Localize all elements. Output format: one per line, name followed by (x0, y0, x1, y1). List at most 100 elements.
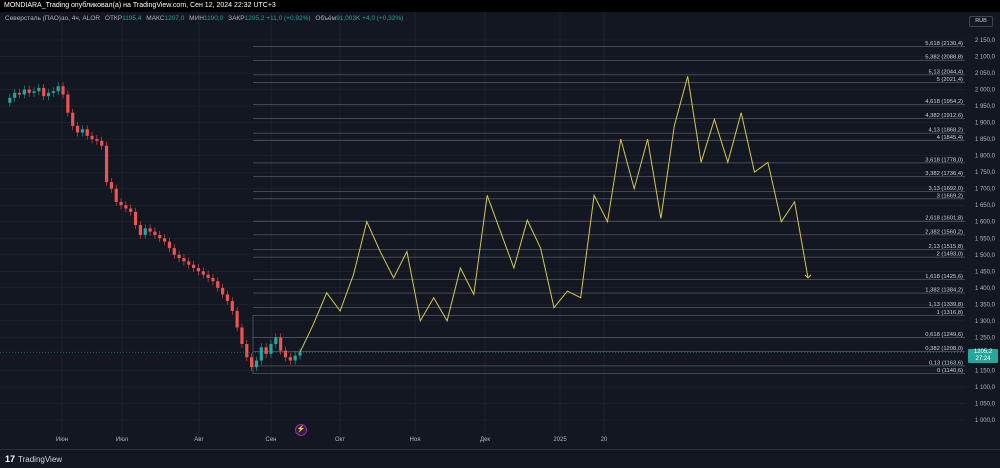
candle-body (259, 347, 263, 361)
x-axis-label: Окт (335, 437, 345, 443)
current-price: 1205,2 (973, 349, 993, 355)
candle-body (56, 86, 60, 92)
fib-level-label: 1,618 (1425,6) (925, 274, 963, 280)
header-bar: MONDIARA_Trading опубликовал(а) на Tradi… (0, 0, 1000, 12)
y-axis-tick-label: 1 000,0 (975, 418, 996, 424)
y-axis-tick-label: 1 650,0 (975, 203, 996, 209)
candle-body (230, 301, 234, 311)
candle-body (240, 327, 244, 344)
x-axis-label: Июл (116, 437, 129, 443)
y-axis-tick-label: 2 050,0 (975, 71, 996, 77)
candle-body (61, 86, 65, 95)
candle-body (66, 94, 70, 113)
candle-body (75, 125, 80, 133)
candle-body (32, 91, 36, 93)
lightning-icon[interactable]: ⚡ (295, 424, 307, 436)
candle-body (192, 264, 196, 268)
y-axis-tick-label: 1 100,0 (975, 385, 996, 391)
candle-body (95, 139, 99, 141)
candle-body (264, 347, 268, 354)
fib-level-label: 0,13 (1163,6) (929, 360, 963, 366)
x-axis-label: Дек (480, 437, 490, 443)
fib-level-label: 4,618 (1954,2) (925, 99, 963, 105)
symbol-name[interactable]: Северсталь (ПАО)ао, 4ч, ALOR (5, 15, 101, 22)
fib-level-label: 4,382 (1912,6) (925, 113, 963, 119)
y-axis-tick-label: 1 350,0 (975, 302, 996, 308)
volume-change: +4,0 (+0,32%) (362, 15, 404, 22)
candle-body (17, 92, 22, 95)
candle-body (250, 357, 254, 368)
candle-body (283, 350, 288, 358)
y-axis-tick-label: 1 750,0 (975, 170, 996, 176)
candle-body (196, 268, 201, 272)
fib-level-label: 1 (1316,8) (937, 310, 963, 316)
price-chart[interactable]: 5,618 (2130,4) 5,382 (2088,8) 5,13 (2044,4… (0, 12, 1000, 449)
candle-body (293, 355, 297, 361)
candle-body (245, 344, 249, 358)
low-value: 1190,0 (203, 15, 224, 22)
currency-button[interactable]: RUB (969, 16, 993, 27)
candle-body (225, 294, 230, 302)
candle-body (8, 97, 12, 103)
candle-body (235, 310, 239, 328)
candle-body (90, 135, 94, 140)
candle-body (80, 129, 84, 133)
candle-body (274, 337, 278, 344)
tradingview-logo[interactable]: 17 TradingView (5, 454, 62, 464)
y-axis-tick-label: 2 150,0 (975, 38, 996, 44)
candle-timer: 27:24 (975, 356, 991, 362)
projection-arrow-icon (804, 274, 812, 279)
fib-level-label: 2 (1493,0) (937, 252, 963, 258)
y-axis-tick-label: 2 000,0 (975, 88, 996, 94)
y-axis-tick-label: 1 500,0 (975, 253, 996, 259)
candle-body (37, 87, 41, 92)
x-axis-label: Авг (194, 437, 204, 443)
y-axis-tick-label: 1 900,0 (975, 121, 996, 127)
tv-logo-icon: 17 (5, 454, 16, 464)
candle-body (109, 182, 113, 189)
candle-body (254, 360, 259, 368)
x-axis-label: 2025 (553, 437, 567, 443)
fib-level-label: 4 (1845,4) (937, 135, 963, 141)
candle-body (71, 112, 75, 126)
y-axis-tick-label: 1 950,0 (975, 104, 996, 110)
candle-body (221, 287, 225, 295)
projection-line (299, 76, 809, 353)
fib-level-label: 2,382 (1560,2) (925, 229, 963, 235)
candle-body (100, 140, 104, 146)
y-axis-tick-label: 1 450,0 (975, 269, 996, 275)
volume-value: 91,003K (336, 15, 361, 22)
fib-level-label: 4,13 (1868,2) (929, 128, 964, 134)
fib-level-label: 1,13 (1339,8) (929, 302, 964, 308)
current-price-label: 1205,2 27:24 (968, 349, 998, 363)
candle-body (201, 271, 205, 275)
candle-body (269, 344, 273, 354)
fib-level-label: 2,13 (1515,8) (929, 244, 964, 250)
candle-body (46, 92, 51, 97)
candle-body (298, 352, 302, 356)
fib-level-label: 5,382 (2088,8) (925, 55, 963, 61)
y-axis-tick-label: 1 150,0 (975, 368, 996, 374)
candle-body (172, 248, 176, 255)
candle-body (148, 228, 152, 232)
candle-body (138, 225, 143, 235)
high-label: МАКС (146, 15, 165, 22)
x-axis-label: 20 (601, 437, 608, 443)
candle-body (104, 145, 109, 183)
fib-level-label: 3 (1669,2) (937, 193, 963, 199)
y-axis-tick-label: 1 850,0 (975, 137, 996, 143)
candle-body (177, 254, 181, 259)
candle-body (119, 201, 123, 206)
candle-body (288, 357, 292, 361)
candle-body (279, 337, 283, 351)
y-axis-tick-label: 1 600,0 (975, 220, 996, 226)
candle-body (129, 208, 133, 212)
fib-level-label: 1,382 (1384,2) (925, 288, 963, 294)
candle-body (114, 188, 118, 202)
candle-body (13, 92, 17, 98)
x-axis-label: Июн (56, 437, 68, 443)
candle-body (216, 281, 220, 288)
open-value: 1195,4 (122, 15, 142, 22)
fib-level-label: 5 (2021,4) (937, 77, 963, 83)
fib-level-label: 0,382 (1208,0) (925, 346, 963, 352)
